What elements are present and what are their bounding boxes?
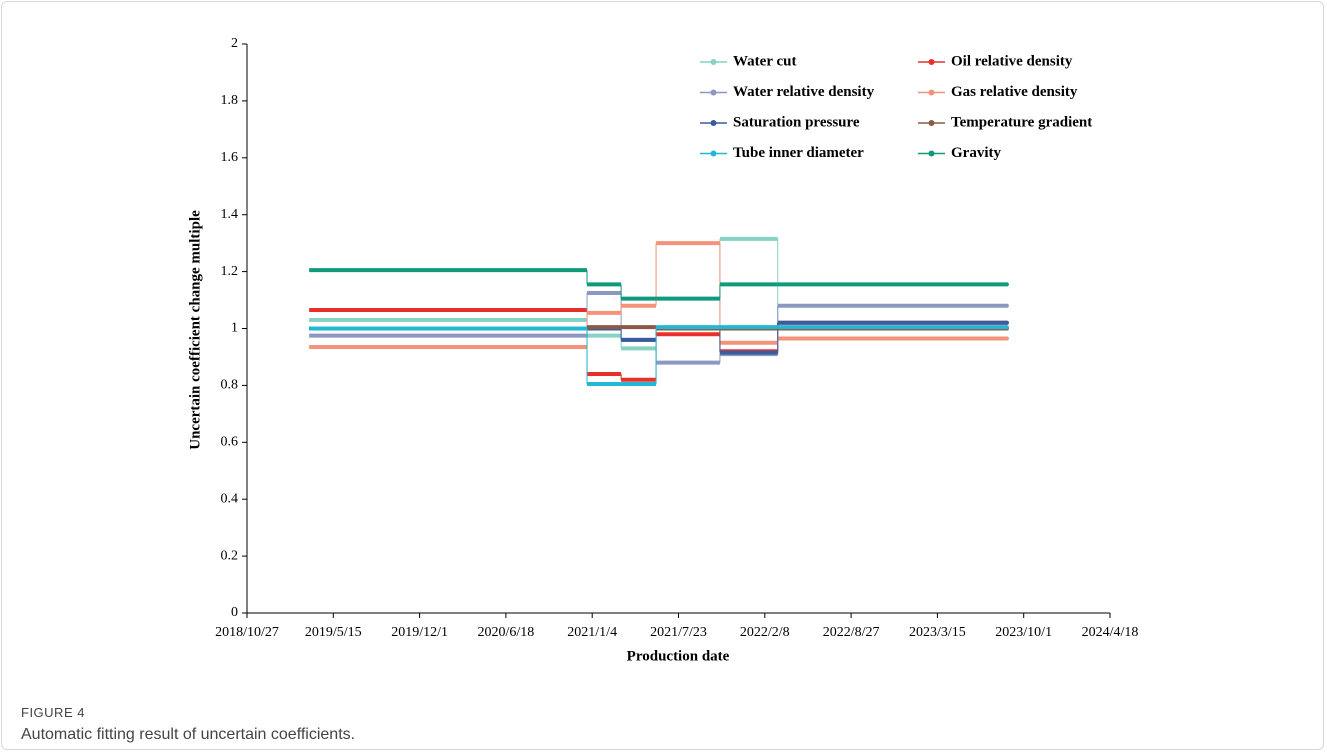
caption: Automatic fitting result of uncertain co… <box>21 726 356 743</box>
legend-dot <box>710 120 717 126</box>
y-tick-label: 1.8 <box>221 93 239 108</box>
legend-label: Water relative density <box>733 84 875 100</box>
end-point <box>1004 303 1009 308</box>
end-point <box>1004 282 1009 287</box>
y-tick-label: 0.6 <box>221 435 239 450</box>
legend-label: Saturation pressure <box>733 114 860 130</box>
y-axis-label: Uncertain coefficient change multiple <box>187 210 203 450</box>
x-tick-label: 2021/7/23 <box>650 625 707 640</box>
legend-dot <box>928 59 935 65</box>
legend-dot <box>928 150 935 157</box>
x-tick-label: 2018/10/27 <box>215 625 279 640</box>
end-point <box>1004 320 1009 325</box>
legend-dot <box>710 89 717 96</box>
y-tick-label: 0.8 <box>221 378 239 393</box>
legend-label: Water cut <box>733 53 796 69</box>
x-tick-label: 2023/10/1 <box>995 625 1052 640</box>
legend-dot <box>710 150 717 157</box>
x-tick-label: 2024/4/18 <box>1082 625 1139 640</box>
y-tick-label: 1.6 <box>221 150 239 165</box>
y-tick-label: 0.2 <box>221 548 239 563</box>
x-tick-label: 2020/6/18 <box>478 625 535 640</box>
legend-dot <box>928 120 935 126</box>
x-tick-label: 2019/12/1 <box>391 625 448 640</box>
x-axis-label: Production date <box>627 648 730 664</box>
figure-label: FIGURE 4 <box>21 705 85 720</box>
x-tick-label: 2022/2/8 <box>740 625 790 640</box>
y-tick-label: 0 <box>231 605 238 620</box>
legend-dot <box>710 59 717 65</box>
y-tick-label: 0.4 <box>221 491 239 506</box>
x-tick-label: 2019/5/15 <box>305 625 362 640</box>
legend-label: Gas relative density <box>951 84 1078 100</box>
y-tick-label: 1.4 <box>221 207 239 222</box>
end-point <box>1004 336 1009 341</box>
legend-label: Tube inner diameter <box>733 145 864 161</box>
y-tick-label: 2 <box>231 36 238 51</box>
legend-dot <box>928 89 935 96</box>
x-tick-label: 2023/3/15 <box>909 625 966 640</box>
chart: Production date Uncertain coefficient ch… <box>187 36 1139 664</box>
x-tick-label: 2021/1/4 <box>567 625 617 640</box>
y-tick-label: 1.2 <box>221 264 239 279</box>
x-tick-label: 2022/8/27 <box>823 625 880 640</box>
end-point <box>1004 325 1009 330</box>
legend-label: Temperature gradient <box>951 114 1092 130</box>
y-tick-label: 1 <box>231 321 238 336</box>
legend-label: Oil relative density <box>951 53 1073 69</box>
legend-label: Gravity <box>951 145 1001 161</box>
